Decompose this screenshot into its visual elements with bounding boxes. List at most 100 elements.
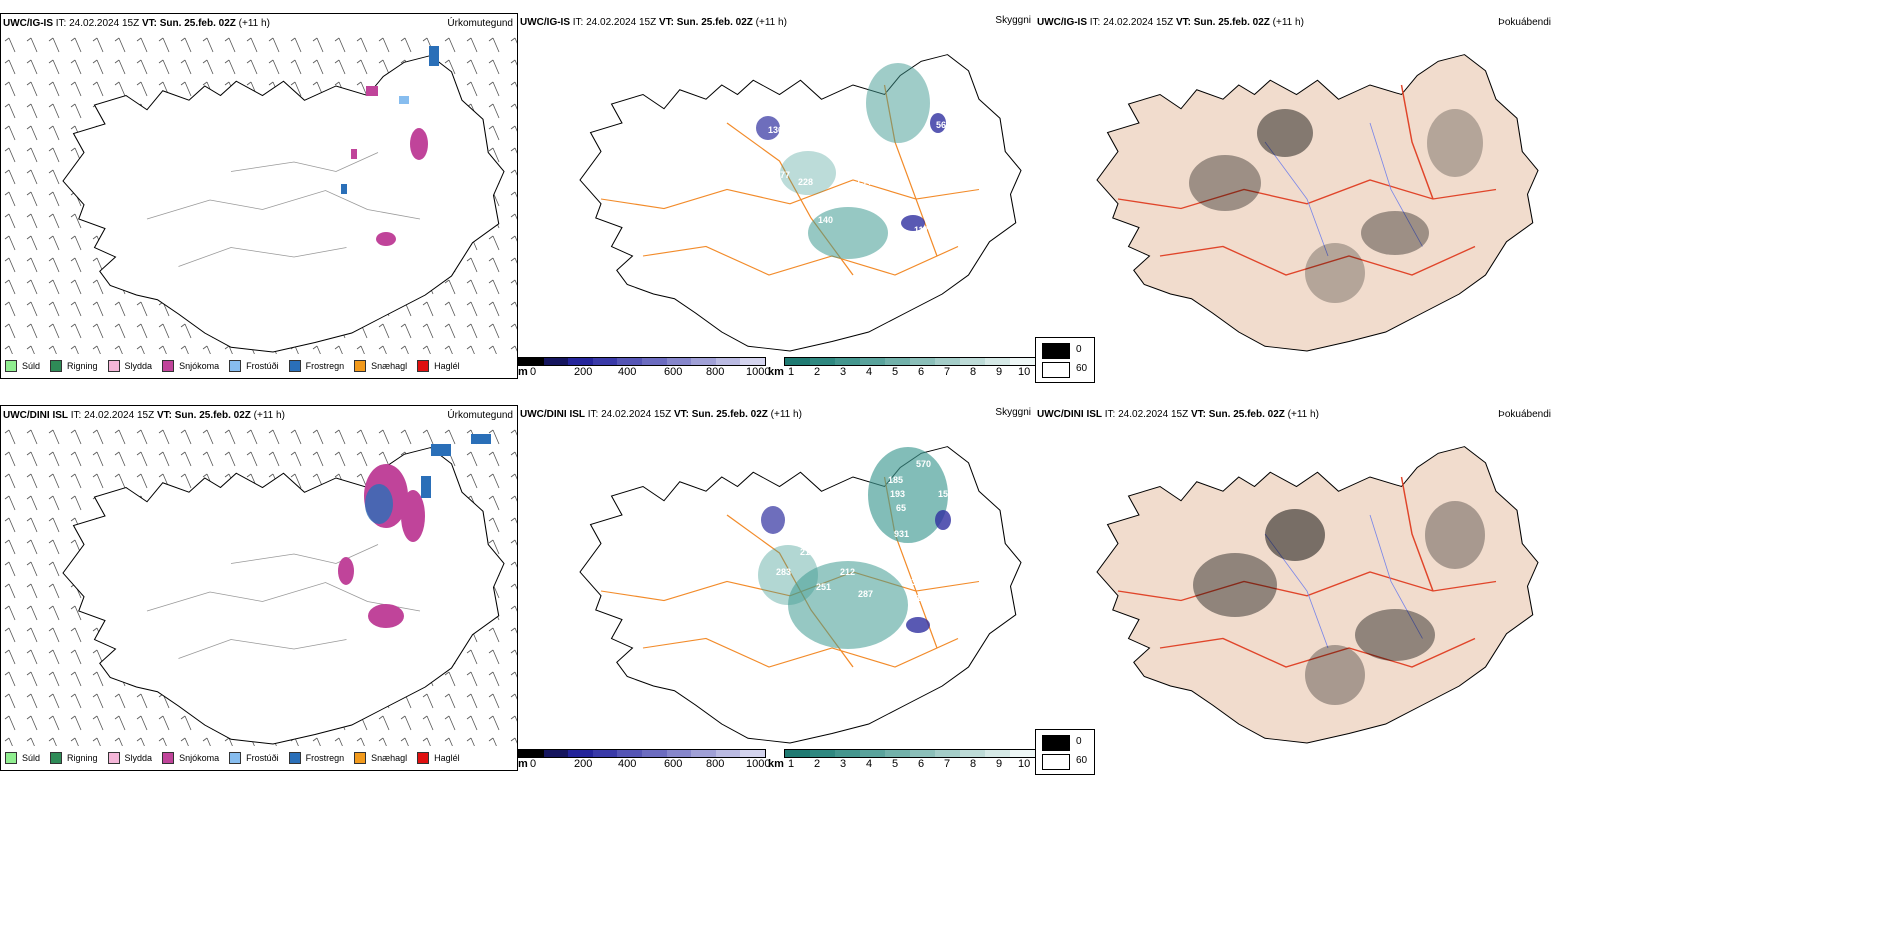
road-network <box>1117 84 1497 276</box>
visibility-tick: 7 <box>944 758 951 770</box>
ceiling-value: 218 <box>800 547 815 557</box>
ceiling-tick: 200 <box>574 758 593 770</box>
visibility-tick: 8 <box>970 366 977 378</box>
panel-title: Úrkomutegund <box>447 410 513 421</box>
ceiling-value: 251 <box>816 582 831 592</box>
ceiling-tick: 0 <box>530 366 537 378</box>
legend-white-square <box>1042 362 1070 378</box>
legend-item: Haglél <box>417 360 460 372</box>
ceiling-value: 185 <box>888 475 903 485</box>
panel-header: UWC/IG-IS IT: 24.02.2024 15Z VT: Sun. 25… <box>1037 17 1304 28</box>
ceiling-value: 77 <box>780 170 790 180</box>
legend-item: Súld <box>5 360 40 372</box>
road-network <box>1117 476 1497 668</box>
fog-panel-row1: UWC/IG-IS IT: 24.02.2024 15Z VT: Sun. 25… <box>1035 13 1555 383</box>
ceiling-tick: 600 <box>664 366 683 378</box>
land <box>1096 54 1539 352</box>
ceiling-value: 152 <box>938 489 953 499</box>
precip-type-map <box>1 34 517 354</box>
road-network <box>146 152 421 267</box>
ceiling-labels: 570 185 193 152 65 321 931 114 212 283 2… <box>776 459 953 603</box>
visibility-tick: 10 <box>1018 758 1031 770</box>
ceiling-colorbar <box>518 749 766 758</box>
legend-black-square <box>1042 343 1070 359</box>
visibility-tick: 1 <box>788 366 795 378</box>
visibility-colorbar <box>784 749 1036 758</box>
ceiling-value: 283 <box>776 567 791 577</box>
ceiling-tick: 0 <box>530 758 537 770</box>
legend-item: Frostregn <box>288 752 344 764</box>
ceiling-tick: 400 <box>618 366 637 378</box>
visibility-tick: 7 <box>944 366 951 378</box>
ceiling-colorbar <box>518 357 766 366</box>
legend-item: Haglél <box>417 752 460 764</box>
legend-item: Frostúði <box>229 752 279 764</box>
precip-type-map <box>1 426 517 746</box>
ceiling-value: 212 <box>840 567 855 577</box>
panel-header: UWC/DINI ISL IT: 24.02.2024 15Z VT: Sun.… <box>3 410 285 421</box>
legend-item: Snjókoma <box>162 360 219 372</box>
ceiling-value: 321 <box>856 512 871 522</box>
ceiling-tick: 600 <box>664 758 683 770</box>
legend-item: Slydda <box>107 360 152 372</box>
ceiling-value: 65 <box>896 503 906 513</box>
ceiling-value: 134 <box>856 177 871 187</box>
legend-item: Rigning <box>50 752 98 764</box>
precip-areas <box>338 434 491 628</box>
visibility-colorbar <box>784 357 1036 366</box>
visibility-areas <box>758 447 951 649</box>
visibility-tick: 3 <box>840 758 847 770</box>
panel-header: UWC/IG-IS IT: 24.02.2024 15Z VT: Sun. 25… <box>520 17 787 28</box>
fog-shading <box>1189 109 1483 303</box>
legend-item: Snæhagl <box>354 360 407 372</box>
ceiling-tick: 400 <box>618 758 637 770</box>
fog-map <box>1096 446 1539 744</box>
ceiling-tick: 200 <box>574 366 593 378</box>
panel-title: Þokuábendi <box>1498 17 1551 28</box>
legend-black-square <box>1042 735 1070 751</box>
visibility-tick: 2 <box>814 758 821 770</box>
ceiling-value: 251 <box>838 195 853 205</box>
ceiling-labels: 136 77 228 134 251 140 56 84 71 117 <box>768 120 946 235</box>
fog-map <box>1096 54 1539 352</box>
precip-legend: Súld Rigning Slydda Snjókoma Frostúði Fr… <box>5 752 460 764</box>
coastline <box>579 54 1022 352</box>
legend-white-square <box>1042 754 1070 770</box>
visibility-tick: 5 <box>892 366 899 378</box>
fog-legend: 0 60 <box>1035 337 1095 383</box>
ceiling-tick: 1000 <box>746 758 771 770</box>
fog-panel-row2: UWC/DINI ISL IT: 24.02.2024 15Z VT: Sun.… <box>1035 405 1555 775</box>
ceiling-unit: m <box>518 366 528 378</box>
visibility-panel-row2: UWC/DINI ISL IT: 24.02.2024 15Z VT: Sun.… <box>518 405 1036 771</box>
ceiling-value: 140 <box>818 215 833 225</box>
visibility-unit: km <box>768 758 784 770</box>
ceiling-tick: 800 <box>706 366 725 378</box>
visibility-tick: 9 <box>996 758 1003 770</box>
fog-legend: 0 60 <box>1035 729 1095 775</box>
panel-title: Þokuábendi <box>1498 409 1551 420</box>
legend-item: Slydda <box>107 752 152 764</box>
ceiling-value: 136 <box>768 125 783 135</box>
visibility-tick: 9 <box>996 366 1003 378</box>
panel-header: UWC/IG-IS IT: 24.02.2024 15Z VT: Sun. 25… <box>3 18 270 29</box>
ceiling-value: 137 <box>906 577 921 587</box>
rivers <box>1264 122 1423 257</box>
legend-item: Súld <box>5 752 40 764</box>
legend-item: Frostúði <box>229 360 279 372</box>
ceiling-value: 287 <box>858 589 873 599</box>
visibility-areas <box>756 63 946 259</box>
panel-header: UWC/DINI ISL IT: 24.02.2024 15Z VT: Sun.… <box>1037 409 1319 420</box>
visibility-tick: 4 <box>866 758 873 770</box>
road-network <box>146 544 421 659</box>
visibility-unit: km <box>768 366 784 378</box>
precip-type-panel-row1: UWC/IG-IS IT: 24.02.2024 15Z VT: Sun. 25… <box>0 13 518 379</box>
visibility-panel-row1: UWC/IG-IS IT: 24.02.2024 15Z VT: Sun. 25… <box>518 13 1036 379</box>
visibility-tick: 3 <box>840 366 847 378</box>
visibility-tick: 2 <box>814 366 821 378</box>
ceiling-tick: 800 <box>706 758 725 770</box>
visibility-tick: 6 <box>918 758 925 770</box>
visibility-map: 136 77 228 134 251 140 56 84 71 117 <box>579 54 1022 352</box>
visibility-tick: 4 <box>866 366 873 378</box>
ceiling-unit: m <box>518 758 528 770</box>
panel-title: Skyggni <box>995 15 1031 26</box>
